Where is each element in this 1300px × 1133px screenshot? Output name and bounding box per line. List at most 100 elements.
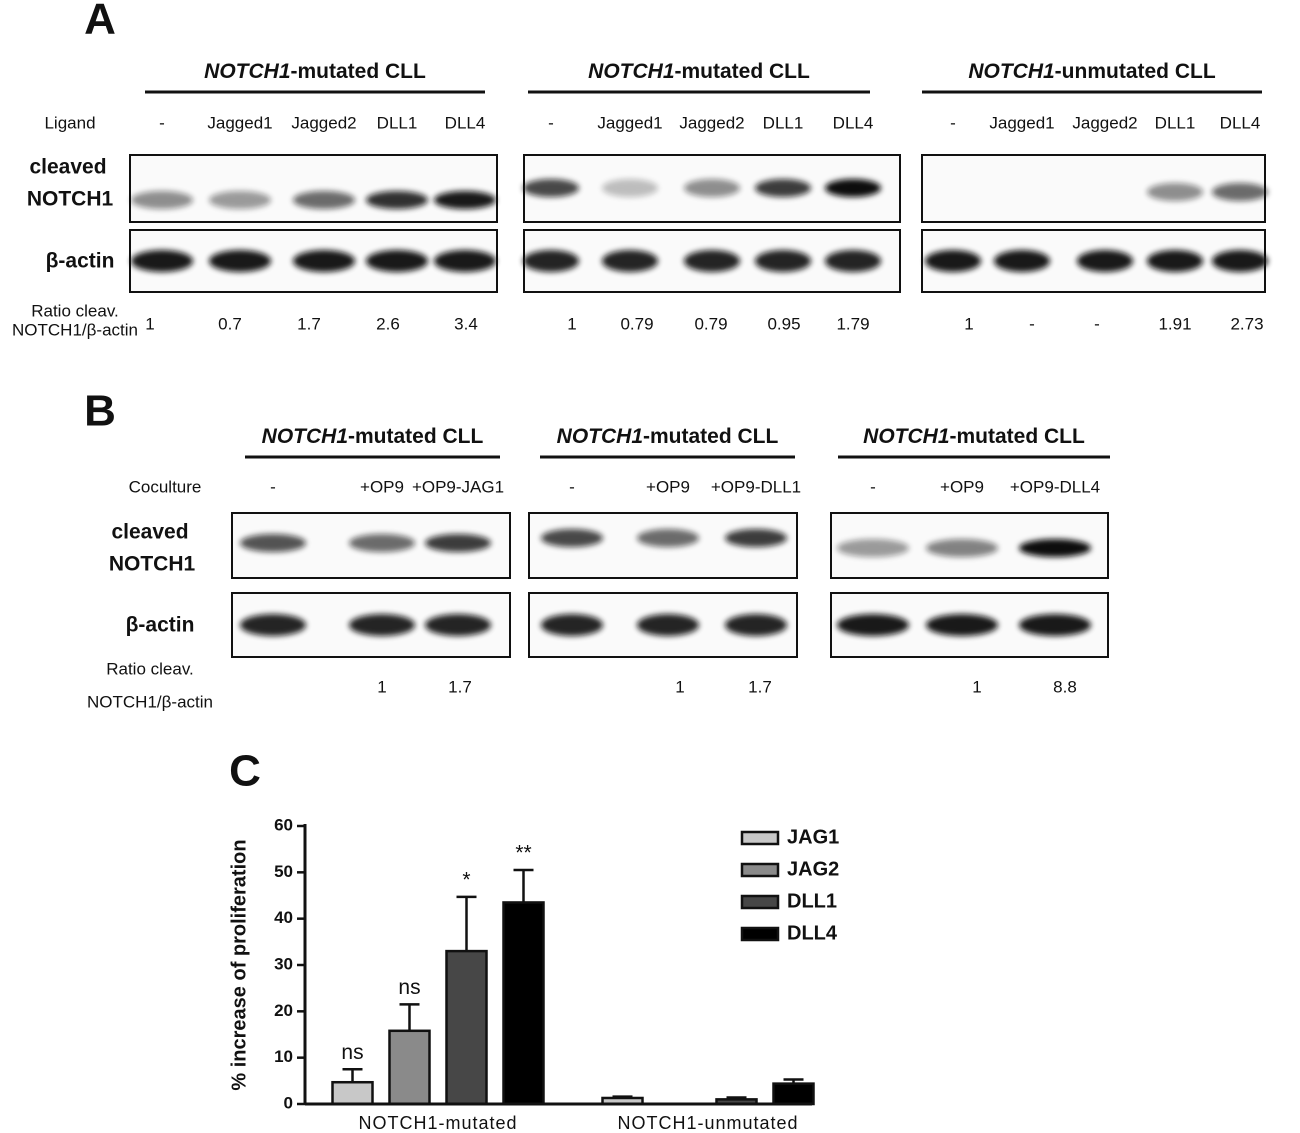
band: [541, 614, 603, 636]
legend-label: DLL1: [787, 890, 837, 912]
bar: [772, 1082, 815, 1106]
band: [684, 250, 740, 272]
band: [240, 614, 306, 636]
ratio-value: 3.4: [454, 314, 478, 333]
blot-title: NOTCH1-mutated CLL: [588, 60, 810, 83]
band: [1019, 539, 1091, 557]
bar: [502, 901, 545, 1106]
lane-label: DLL1: [763, 113, 804, 132]
title-rest: -mutated CLL: [348, 425, 483, 448]
band: [366, 250, 428, 272]
title-gene: NOTCH1: [262, 425, 348, 448]
band: [349, 614, 415, 636]
row-label: NOTCH1: [27, 188, 114, 211]
lane-label: DLL1: [377, 113, 418, 132]
ratio-value: 0.95: [767, 314, 800, 333]
blot-title: NOTCH1-unmutated CLL: [968, 60, 1215, 83]
band: [349, 534, 415, 552]
row-label: Ratio cleav.: [106, 659, 194, 678]
blot-membrane: [921, 154, 1266, 223]
ratio-value: -: [1094, 314, 1100, 333]
ratio-value: 1: [972, 677, 981, 696]
row-label: NOTCH1/β-actin: [87, 692, 213, 711]
band: [1077, 250, 1133, 272]
y-tick-label: 40: [274, 908, 293, 927]
title-rest: -mutated CLL: [675, 60, 810, 83]
band: [837, 539, 909, 557]
ratio-value: 1: [145, 314, 154, 333]
lane-label: +OP9-DLL4: [1010, 477, 1100, 496]
ratio-value: 1: [964, 314, 973, 333]
title-rest: -mutated CLL: [291, 60, 426, 83]
band: [725, 614, 787, 636]
band: [1212, 250, 1268, 272]
band: [1019, 614, 1091, 636]
row-label: NOTCH1/β-actin: [12, 320, 138, 339]
row-label: Coculture: [129, 477, 202, 496]
bar: [388, 1029, 431, 1106]
band: [925, 250, 981, 272]
title-gene: NOTCH1: [557, 425, 643, 448]
band: [1147, 183, 1203, 201]
band: [825, 179, 881, 197]
blot-membrane: [129, 154, 498, 223]
band: [209, 191, 271, 209]
legend-swatch: [740, 894, 780, 910]
x-tick-label: NOTCH1-mutated: [358, 1113, 517, 1133]
band: [837, 614, 909, 636]
band: [293, 250, 355, 272]
lane-label: -: [159, 113, 165, 132]
band: [637, 614, 699, 636]
panel-letter: C: [229, 747, 261, 796]
blot-title: NOTCH1-mutated CLL: [204, 60, 426, 83]
lane-label: +OP9: [646, 477, 690, 496]
band: [602, 179, 658, 197]
band: [725, 529, 787, 547]
title-rest: -unmutated CLL: [1055, 60, 1216, 83]
lane-label: DLL4: [1220, 113, 1261, 132]
ratio-value: 2.73: [1230, 314, 1263, 333]
ratio-value: -: [1029, 314, 1035, 333]
y-tick-label: 0: [284, 1093, 293, 1112]
band: [926, 539, 998, 557]
legend-label: JAG1: [787, 826, 839, 848]
lane-label: Jagged1: [207, 113, 272, 132]
band: [541, 529, 603, 547]
band: [209, 250, 271, 272]
row-label: Ratio cleav.: [31, 301, 119, 320]
band: [637, 529, 699, 547]
row-label: β-actin: [126, 614, 195, 637]
lane-label: Jagged2: [679, 113, 744, 132]
ratio-value: 2.6: [376, 314, 400, 333]
ratio-value: 1.7: [448, 677, 472, 696]
band: [1212, 183, 1268, 201]
lane-label: DLL4: [445, 113, 486, 132]
lane-label: DLL4: [833, 113, 874, 132]
title-gene: NOTCH1: [863, 425, 949, 448]
band: [425, 614, 491, 636]
significance-label: *: [462, 868, 470, 891]
band: [366, 191, 428, 209]
band: [523, 179, 579, 197]
title-gene: NOTCH1: [968, 60, 1054, 83]
ratio-value: 1.79: [836, 314, 869, 333]
y-axis-label: % increase of proliferation: [228, 839, 250, 1090]
band: [293, 191, 355, 209]
lane-label: -: [270, 477, 276, 496]
band: [131, 191, 193, 209]
lane-label: +OP9-JAG1: [412, 477, 504, 496]
lane-label: +OP9: [360, 477, 404, 496]
significance-label: ns: [398, 976, 420, 999]
ratio-value: 1: [675, 677, 684, 696]
legend-swatch: [740, 926, 780, 942]
ratio-value: 0.7: [218, 314, 242, 333]
band: [994, 250, 1050, 272]
bar: [445, 949, 488, 1106]
y-tick-label: 50: [274, 862, 293, 881]
band: [434, 191, 496, 209]
lane-label: +OP9-DLL1: [711, 477, 801, 496]
y-tick-label: 10: [274, 1047, 293, 1066]
band: [926, 614, 998, 636]
ratio-value: 1.7: [748, 677, 772, 696]
significance-label: **: [515, 842, 531, 865]
